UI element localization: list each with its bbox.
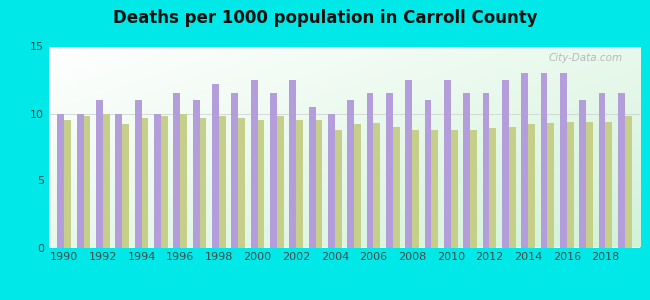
Bar: [547, 123, 554, 248]
Bar: [444, 80, 451, 248]
Bar: [567, 122, 573, 248]
Bar: [309, 107, 315, 248]
Bar: [296, 120, 303, 248]
Bar: [374, 123, 380, 248]
Bar: [84, 116, 90, 248]
Bar: [367, 93, 374, 248]
Bar: [135, 100, 142, 248]
Bar: [64, 120, 71, 248]
Bar: [424, 100, 432, 248]
Bar: [231, 93, 238, 248]
Bar: [586, 122, 593, 248]
Text: Deaths per 1000 population in Carroll County: Deaths per 1000 population in Carroll Co…: [112, 9, 538, 27]
Bar: [347, 100, 354, 248]
Bar: [412, 130, 419, 248]
Bar: [483, 93, 489, 248]
Bar: [277, 116, 283, 248]
Bar: [354, 124, 361, 248]
Bar: [618, 93, 625, 248]
Bar: [502, 80, 509, 248]
Bar: [77, 113, 84, 248]
Bar: [193, 100, 200, 248]
Text: City-Data.com: City-Data.com: [549, 52, 623, 62]
Bar: [625, 116, 632, 248]
Bar: [463, 93, 470, 248]
Bar: [257, 120, 265, 248]
Bar: [579, 100, 586, 248]
Bar: [238, 118, 245, 248]
Bar: [57, 113, 64, 248]
Bar: [212, 84, 219, 248]
Bar: [406, 80, 412, 248]
Bar: [599, 93, 605, 248]
Bar: [386, 93, 393, 248]
Bar: [96, 100, 103, 248]
Bar: [174, 93, 180, 248]
Bar: [142, 118, 148, 248]
Bar: [270, 93, 277, 248]
Bar: [116, 113, 122, 248]
Bar: [528, 124, 535, 248]
Bar: [103, 113, 110, 248]
Bar: [315, 120, 322, 248]
Bar: [489, 128, 496, 248]
Bar: [509, 127, 515, 248]
Bar: [541, 73, 547, 248]
Bar: [289, 80, 296, 248]
Bar: [521, 73, 528, 248]
Bar: [180, 113, 187, 248]
Bar: [200, 118, 206, 248]
Bar: [328, 113, 335, 248]
Bar: [122, 124, 129, 248]
Bar: [432, 130, 438, 248]
Bar: [154, 113, 161, 248]
Bar: [470, 130, 477, 248]
Bar: [335, 130, 342, 248]
Bar: [560, 73, 567, 248]
Bar: [393, 127, 400, 248]
Bar: [219, 116, 226, 248]
Bar: [451, 130, 458, 248]
Bar: [161, 116, 168, 248]
Bar: [605, 122, 612, 248]
Bar: [251, 80, 257, 248]
